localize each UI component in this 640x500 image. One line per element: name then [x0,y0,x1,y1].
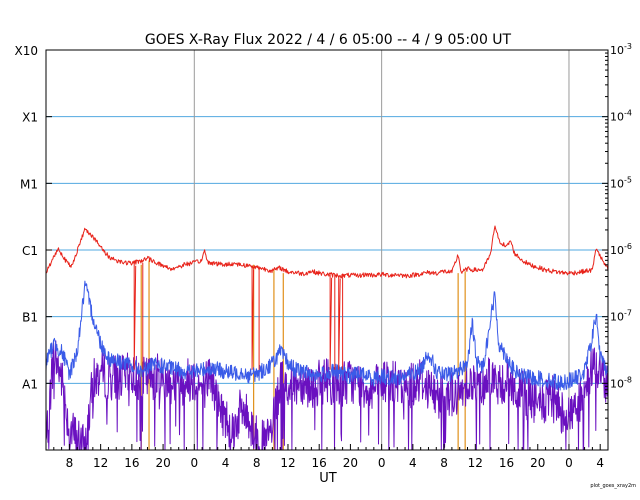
x-tick-label: 12 [468,456,483,470]
x-tick-label: 16 [312,456,327,470]
credit-text: plot_goes_xray2m [590,483,636,489]
series-long-drop [329,274,336,370]
x-tick-label: 16 [124,456,139,470]
y-tick-label-left: B1 [22,311,38,325]
x-tick-label: 4 [222,456,230,470]
y-tick-label-left: M1 [20,177,38,191]
x-tick-label: 0 [565,456,573,470]
y-tick-label-left: A1 [22,377,38,391]
x-tick-label: 8 [440,456,448,470]
x-tick-label: 0 [378,456,386,470]
x-axis-label: UT [319,471,337,486]
chart-title: GOES X-Ray Flux 2022 / 4 / 6 05:00 -- 4 … [145,32,512,48]
x-tick-label: 20 [530,456,545,470]
x-tick-label: 16 [499,456,514,470]
x-tick-label: 12 [93,456,108,470]
x-tick-label: 0 [190,456,198,470]
y-tick-label-right: 10-7 [610,309,632,324]
series-long-drop [251,266,260,370]
y-tick-label-right: 10-4 [610,109,632,124]
series-short-line [46,280,608,391]
series-short-dip-line [46,339,608,450]
x-tick-label: 4 [596,456,604,470]
x-tick-label: 20 [343,456,358,470]
x-ticks: 8 12 16 20 0 4 8 12 16 20 0 4 8 12 16 20 0 4 [45,444,609,470]
y-tick-label-right: 10-6 [610,242,632,257]
x-tick-label: 20 [155,456,170,470]
series-long-line [46,225,608,279]
y-tick-label-left: X1 [22,111,38,125]
y-tick-label-right: 10-3 [610,42,632,57]
x-tick-label: 8 [253,456,261,470]
series-layer [46,225,608,450]
y-tick-label-left: C1 [22,244,38,258]
x-tick-label: 8 [66,456,74,470]
series-long-drop [338,275,344,370]
x-tick-label: 12 [280,456,295,470]
series-long-drop [133,262,144,370]
y-tick-label-right: 10-5 [610,175,632,190]
y-tick-label-right: 10-8 [610,375,632,390]
x-tick-label: 4 [409,456,417,470]
y-tick-label-left: X10 [15,44,39,58]
